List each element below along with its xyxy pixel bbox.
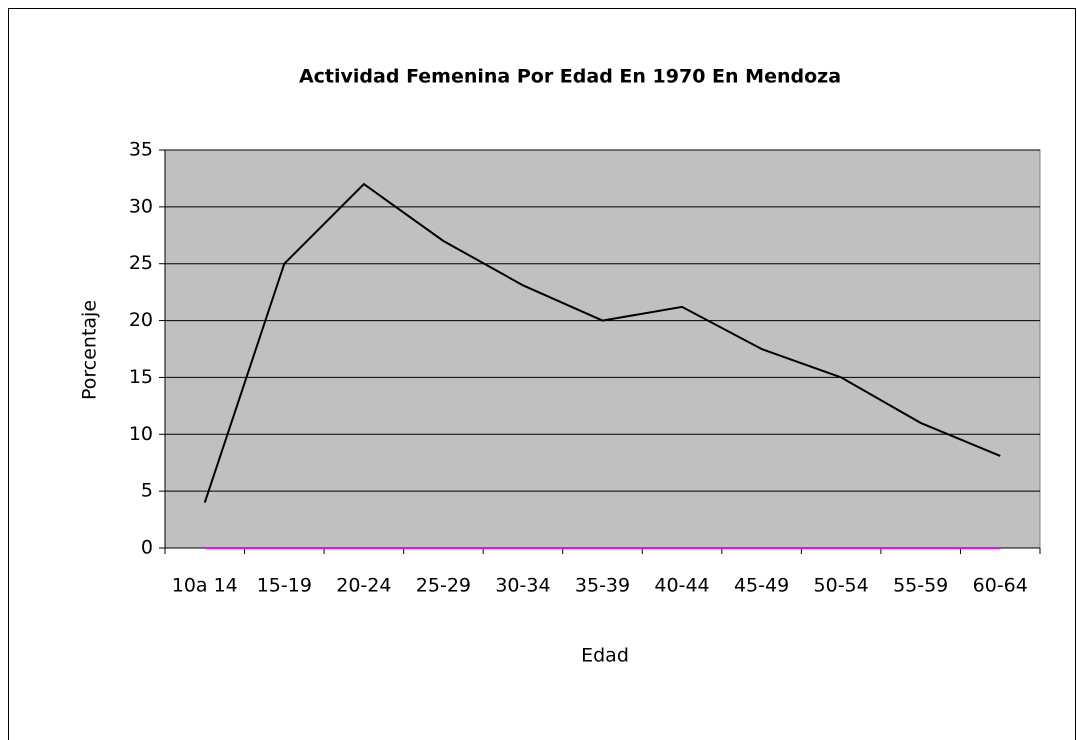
y-tick-label: 15: [129, 366, 153, 388]
x-tick-label: 50-54: [814, 575, 869, 597]
y-tick-label: 0: [141, 537, 153, 559]
x-tick-label: 35-39: [575, 575, 630, 597]
series-line: [203, 182, 1001, 503]
x-tick-label: 30-34: [495, 575, 550, 597]
x-tick-label: 45-49: [734, 575, 789, 597]
x-tick-label: 40-44: [654, 575, 709, 597]
x-tick-label: 55-59: [893, 575, 948, 597]
x-tick-label: 15-19: [257, 575, 312, 597]
x-axis-label: Edad: [581, 645, 629, 667]
chart-title: Actividad Femenina Por Edad En 1970 En M…: [299, 66, 841, 88]
y-tick-label: 25: [129, 252, 153, 274]
x-tick-label: 60-64: [973, 575, 1028, 597]
y-axis-label: Porcentaje: [79, 300, 101, 400]
x-tick-label: 20-24: [336, 575, 391, 597]
y-tick-label: 20: [129, 309, 153, 331]
y-tick-label: 10: [129, 423, 153, 445]
x-tick-label: 10a 14: [172, 575, 238, 597]
x-tick-label: 25-29: [416, 575, 471, 597]
plot-area: [164, 149, 1041, 549]
y-tick-label: 35: [129, 139, 153, 161]
y-tick-label: 30: [129, 195, 153, 217]
y-tick-label: 5: [141, 480, 153, 502]
